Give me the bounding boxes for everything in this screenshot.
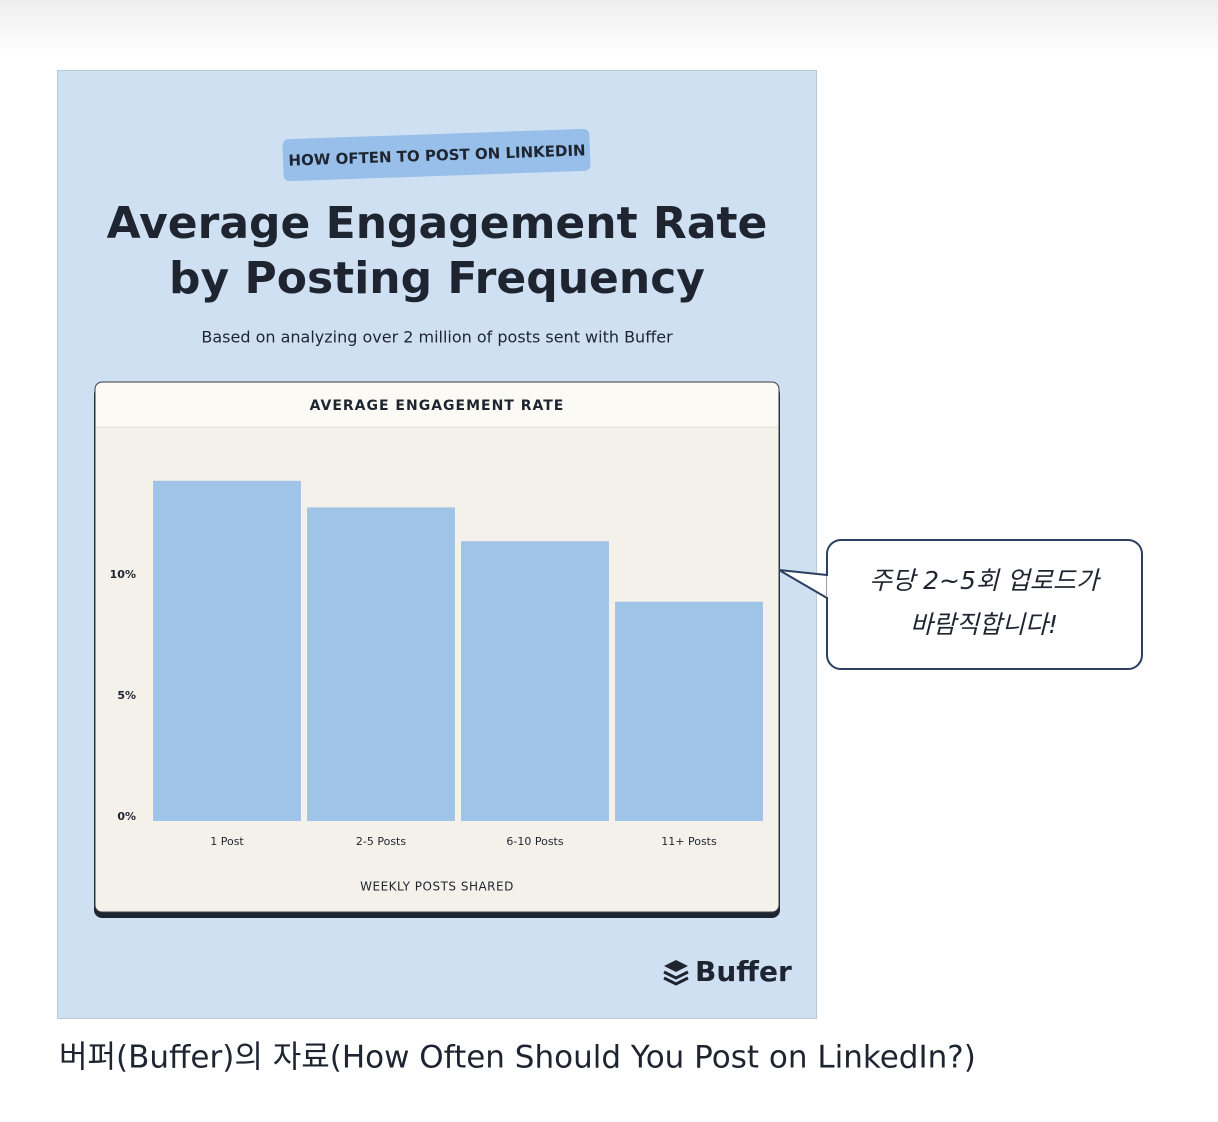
logo xyxy=(663,960,689,986)
bar xyxy=(461,541,609,821)
y-tick-label: 10% xyxy=(110,568,136,581)
callout-box xyxy=(826,539,1143,670)
top-fade xyxy=(0,0,1218,55)
callout-pointer xyxy=(778,569,828,599)
x-tick-label: 2-5 Posts xyxy=(356,835,406,848)
x-axis-label: WEEKLY POSTS SHARED xyxy=(360,880,514,894)
brand: Buffer xyxy=(695,955,792,988)
callout-text: 바람직합니다! xyxy=(910,610,1058,639)
card-header xyxy=(96,383,778,427)
bar xyxy=(615,601,763,821)
logo-icon xyxy=(663,970,689,986)
x-tick-label: 11+ Posts xyxy=(661,835,717,848)
subtitle: Based on analyzing over 2 million of pos… xyxy=(201,328,673,347)
badge: HOW OFTEN TO POST ON LINKEDIN xyxy=(282,128,591,182)
y-tick-label: 0% xyxy=(117,810,136,823)
x-tick-label: 6-10 Posts xyxy=(506,835,563,848)
y-tick-label: 5% xyxy=(117,689,136,702)
bar xyxy=(307,507,455,821)
x-tick-label: 1 Post xyxy=(210,835,244,848)
chart-title: by Posting Frequency xyxy=(169,253,705,304)
badge-bg xyxy=(282,128,591,182)
logo-icon xyxy=(664,960,688,972)
callout-text: 주당 2~5회 업로드가 xyxy=(869,566,1102,595)
caption: 버퍼(Buffer)의 자료(How Often Should You Post… xyxy=(59,1040,976,1076)
chart-header: AVERAGE ENGAGEMENT RATE xyxy=(310,398,565,414)
bar xyxy=(153,480,301,821)
chart-title: Average Engagement Rate xyxy=(107,198,768,249)
